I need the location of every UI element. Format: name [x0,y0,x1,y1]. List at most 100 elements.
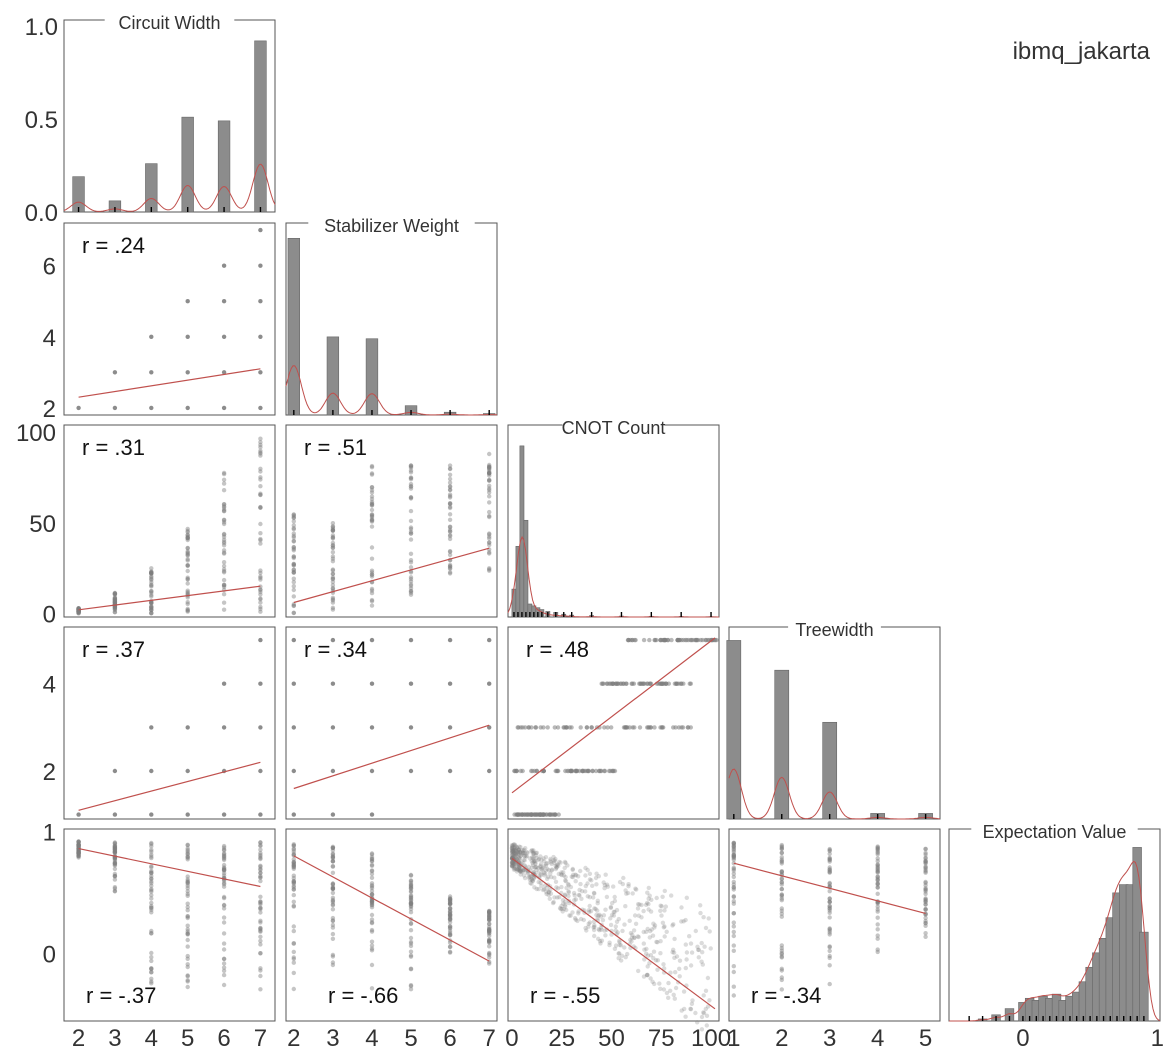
scatter-point-r2-c0 [258,531,262,535]
scatter-point-r4-c0 [258,935,262,939]
scatter-point-r2-c1 [487,514,491,518]
scatter-point-r4-c2 [594,913,598,917]
scatter-point-r2-c0 [186,536,190,540]
scatter-point-r2-c0 [149,580,153,584]
scatter-point-r2-c0 [186,530,190,534]
scatter-point-r3-c2 [573,769,577,773]
scatter-point-r4-c2 [547,893,551,897]
scatter-point-r2-c1 [448,537,452,541]
fit-line-r3-c0 [79,762,261,810]
scatter-point-r4-c3 [923,897,927,901]
scatter-point-r4-c1 [370,940,374,944]
scatter-point-r4-c2 [589,878,593,882]
y-tick-label-diag: 0.0 [25,200,58,227]
scatter-point-r4-c2 [574,897,578,901]
scatter-point-r2-c1 [409,584,413,588]
scatter-point-r4-c2 [626,882,630,886]
scatter-point-r3-c2 [700,638,704,642]
scatter-point-r4-c0 [186,880,190,884]
fit-line-r3-c1 [294,725,489,788]
scatter-point-r4-c2 [707,998,711,1002]
scatter-point-r2-c1 [448,473,452,477]
scatter-point-r4-c2 [702,945,706,949]
scatter-point-r4-c0 [258,840,262,844]
scatter-point-r3-c2 [605,682,609,686]
scatter-point-r3-c0 [149,725,153,729]
scatter-point-r3-c2 [591,769,595,773]
scatter-point-r3-c2 [530,769,534,773]
scatter-point-r4-c1 [487,929,491,933]
scatter-point-r2-c1 [409,509,413,513]
scatter-point-r4-c0 [149,852,153,856]
scatter-point-r2-c1 [409,565,413,569]
scatter-point-r4-c1 [292,950,296,954]
x-tick-label-v0: 2 [72,1025,85,1052]
scatter-point-r3-c1 [331,769,335,773]
scatter-point-r4-c3 [732,934,736,938]
scatter-point-r2-c0 [258,596,262,600]
scatter-point-r2-c1 [331,596,335,600]
scatter-point-r4-c0 [258,987,262,991]
scatter-point-r2-c1 [409,495,413,499]
y-tick-label-r2: 0 [43,601,56,628]
scatter-point-r2-c0 [222,583,226,587]
scatter-point-r4-c1 [409,967,413,971]
scatter-point-r2-c0 [186,577,190,581]
scatter-point-r2-c1 [409,484,413,488]
hist-bar-v0-2 [145,164,157,212]
scatter-point-r4-c2 [556,886,560,890]
scatter-point-r2-c1 [292,577,296,581]
correlation-label-r3-c2: r = .48 [526,637,589,662]
fit-line-r2-c0 [79,586,261,610]
scatter-point-r2-c1 [370,603,374,607]
scatter-point-r4-c1 [409,881,413,885]
scatter-point-r2-c0 [76,608,80,612]
scatter-point-r4-c3 [923,935,927,939]
scatter-point-r3-c2 [689,682,693,686]
scatter-point-r4-c3 [876,849,880,853]
scatter-point-r4-c3 [876,856,880,860]
scatter-point-r4-c2 [704,926,708,930]
scatter-point-r4-c3 [732,924,736,928]
scatter-point-r3-c2 [607,769,611,773]
scatter-point-r2-c1 [331,533,335,537]
scatter-point-r3-c2 [525,812,529,816]
scatter-point-r4-c2 [554,880,558,884]
scatter-point-r4-c2 [685,950,689,954]
scatter-point-r4-c2 [706,976,710,980]
scatter-point-r2-c1 [448,549,452,553]
scatter-point-r4-c2 [670,950,674,954]
scatter-point-r4-c3 [780,851,784,855]
scatter-point-r4-c3 [780,978,784,982]
scatter-point-r4-c2 [588,904,592,908]
scatter-point-r4-c2 [537,880,541,884]
scatter-point-r4-c3 [780,887,784,891]
scatter-point-r4-c2 [550,868,554,872]
scatter-point-r3-c1 [370,812,374,816]
scatter-point-r4-c3 [923,892,927,896]
scatter-point-r3-c2 [553,812,557,816]
scatter-point-r4-c3 [732,930,736,934]
scatter-point-r3-c2 [638,725,642,729]
scatter-point-r4-c3 [923,859,927,863]
x-tick-label-v2: 50 [598,1025,625,1052]
scatter-point-r2-c1 [370,587,374,591]
scatter-point-r2-c0 [258,453,262,457]
hist-bar-v3-0 [727,640,741,819]
scatter-point-r2-c0 [222,488,226,492]
scatter-point-r4-c2 [510,843,514,847]
scatter-point-r3-c2 [689,725,693,729]
scatter-point-r4-c2 [655,896,659,900]
scatter-point-r3-c1 [292,812,296,816]
scatter-point-r2-c0 [258,605,262,609]
scatter-point-r4-c0 [222,885,226,889]
y-tick-label-r1: 6 [43,254,56,281]
scatter-point-r4-c3 [828,944,832,948]
scatter-point-r2-c0 [222,570,226,574]
scatter-point-r4-c3 [923,924,927,928]
scatter-point-r3-c2 [605,725,609,729]
scatter-point-r4-c2 [702,993,706,997]
scatter-point-r4-c2 [597,874,601,878]
scatter-point-r2-c0 [149,606,153,610]
scatter-point-r4-c0 [149,841,153,845]
